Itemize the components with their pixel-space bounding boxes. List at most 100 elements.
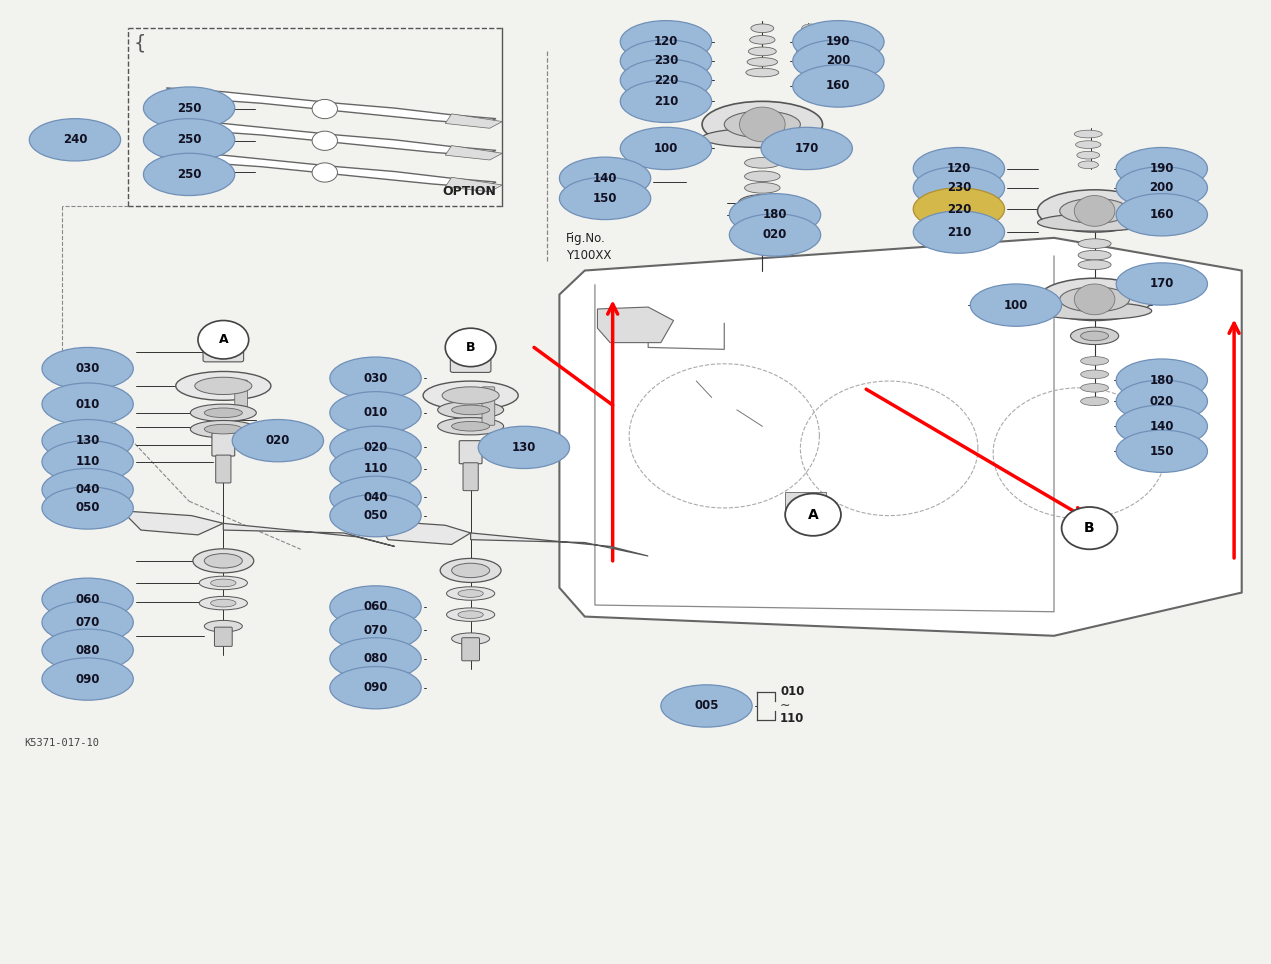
Text: 060: 060 bbox=[364, 601, 388, 613]
Ellipse shape bbox=[702, 101, 822, 147]
Ellipse shape bbox=[478, 426, 569, 469]
Ellipse shape bbox=[451, 633, 489, 645]
Ellipse shape bbox=[1077, 151, 1099, 159]
Ellipse shape bbox=[42, 441, 133, 483]
Ellipse shape bbox=[423, 381, 519, 410]
Text: A: A bbox=[807, 508, 819, 522]
Ellipse shape bbox=[620, 59, 712, 101]
Ellipse shape bbox=[1078, 239, 1111, 249]
Ellipse shape bbox=[200, 576, 248, 590]
Ellipse shape bbox=[42, 347, 133, 389]
FancyBboxPatch shape bbox=[215, 628, 233, 647]
Ellipse shape bbox=[1060, 199, 1130, 224]
Ellipse shape bbox=[191, 404, 257, 421]
Ellipse shape bbox=[205, 408, 243, 417]
Ellipse shape bbox=[747, 58, 778, 67]
Text: 140: 140 bbox=[592, 172, 618, 185]
Ellipse shape bbox=[914, 211, 1004, 254]
Text: 240: 240 bbox=[62, 133, 88, 147]
Ellipse shape bbox=[42, 469, 133, 511]
Ellipse shape bbox=[1131, 161, 1148, 169]
Text: 120: 120 bbox=[947, 162, 971, 175]
Ellipse shape bbox=[458, 611, 483, 619]
Ellipse shape bbox=[330, 447, 421, 490]
Circle shape bbox=[785, 494, 841, 536]
Polygon shape bbox=[445, 114, 502, 128]
Ellipse shape bbox=[1116, 167, 1207, 209]
Text: 180: 180 bbox=[1149, 374, 1174, 387]
Circle shape bbox=[1074, 284, 1115, 315]
Polygon shape bbox=[445, 146, 502, 160]
Ellipse shape bbox=[1078, 161, 1098, 169]
Text: 230: 230 bbox=[947, 181, 971, 195]
Ellipse shape bbox=[745, 171, 780, 181]
Ellipse shape bbox=[1116, 405, 1207, 447]
Ellipse shape bbox=[42, 487, 133, 529]
Ellipse shape bbox=[330, 666, 421, 709]
Ellipse shape bbox=[233, 419, 324, 462]
Text: K5371-017-10: K5371-017-10 bbox=[24, 738, 99, 748]
FancyBboxPatch shape bbox=[203, 342, 244, 362]
Circle shape bbox=[313, 131, 338, 150]
Text: 100: 100 bbox=[1004, 299, 1028, 311]
Ellipse shape bbox=[205, 553, 243, 568]
Polygon shape bbox=[224, 523, 394, 547]
Ellipse shape bbox=[42, 629, 133, 671]
Ellipse shape bbox=[1070, 327, 1118, 344]
Ellipse shape bbox=[437, 417, 503, 435]
Ellipse shape bbox=[437, 401, 503, 418]
Ellipse shape bbox=[914, 167, 1004, 209]
Text: B: B bbox=[466, 341, 475, 354]
Text: Fig.No.
Y100XX: Fig.No. Y100XX bbox=[566, 232, 611, 262]
Text: 210: 210 bbox=[947, 226, 971, 238]
Polygon shape bbox=[470, 533, 648, 556]
Text: 110: 110 bbox=[75, 455, 100, 469]
Text: 010: 010 bbox=[364, 406, 388, 419]
Circle shape bbox=[1061, 507, 1117, 549]
Ellipse shape bbox=[620, 40, 712, 82]
Text: 250: 250 bbox=[177, 133, 201, 147]
Text: 200: 200 bbox=[826, 55, 850, 67]
Ellipse shape bbox=[205, 621, 243, 632]
Ellipse shape bbox=[440, 558, 501, 582]
Ellipse shape bbox=[1037, 214, 1152, 231]
Ellipse shape bbox=[661, 684, 752, 727]
Text: 150: 150 bbox=[1149, 444, 1174, 458]
Text: 100: 100 bbox=[653, 142, 679, 155]
Ellipse shape bbox=[1116, 194, 1207, 236]
Ellipse shape bbox=[330, 476, 421, 519]
Text: 230: 230 bbox=[653, 55, 679, 67]
Ellipse shape bbox=[42, 383, 133, 425]
Ellipse shape bbox=[193, 549, 254, 573]
Ellipse shape bbox=[1116, 147, 1207, 190]
Ellipse shape bbox=[330, 586, 421, 629]
Text: 010: 010 bbox=[780, 685, 805, 698]
Text: 250: 250 bbox=[177, 168, 201, 181]
Ellipse shape bbox=[144, 153, 235, 196]
Ellipse shape bbox=[620, 127, 712, 170]
Ellipse shape bbox=[1037, 303, 1152, 319]
Text: 160: 160 bbox=[826, 79, 850, 93]
Ellipse shape bbox=[802, 24, 820, 33]
Ellipse shape bbox=[724, 111, 801, 138]
Text: 220: 220 bbox=[653, 73, 679, 87]
Ellipse shape bbox=[175, 371, 271, 400]
Ellipse shape bbox=[42, 657, 133, 700]
Text: 020: 020 bbox=[1150, 394, 1174, 408]
Text: 210: 210 bbox=[653, 94, 679, 108]
FancyBboxPatch shape bbox=[482, 387, 494, 425]
Ellipse shape bbox=[330, 426, 421, 469]
Ellipse shape bbox=[746, 68, 779, 77]
Ellipse shape bbox=[799, 36, 817, 44]
Text: 005: 005 bbox=[694, 700, 719, 712]
Text: 060: 060 bbox=[75, 593, 100, 605]
Text: 160: 160 bbox=[1149, 208, 1174, 222]
Text: 200: 200 bbox=[1150, 181, 1174, 195]
Circle shape bbox=[1074, 196, 1115, 227]
Ellipse shape bbox=[1080, 331, 1108, 340]
Text: 110: 110 bbox=[780, 712, 805, 725]
Ellipse shape bbox=[780, 130, 808, 142]
Polygon shape bbox=[375, 521, 470, 545]
Ellipse shape bbox=[191, 420, 257, 438]
Ellipse shape bbox=[29, 119, 121, 161]
